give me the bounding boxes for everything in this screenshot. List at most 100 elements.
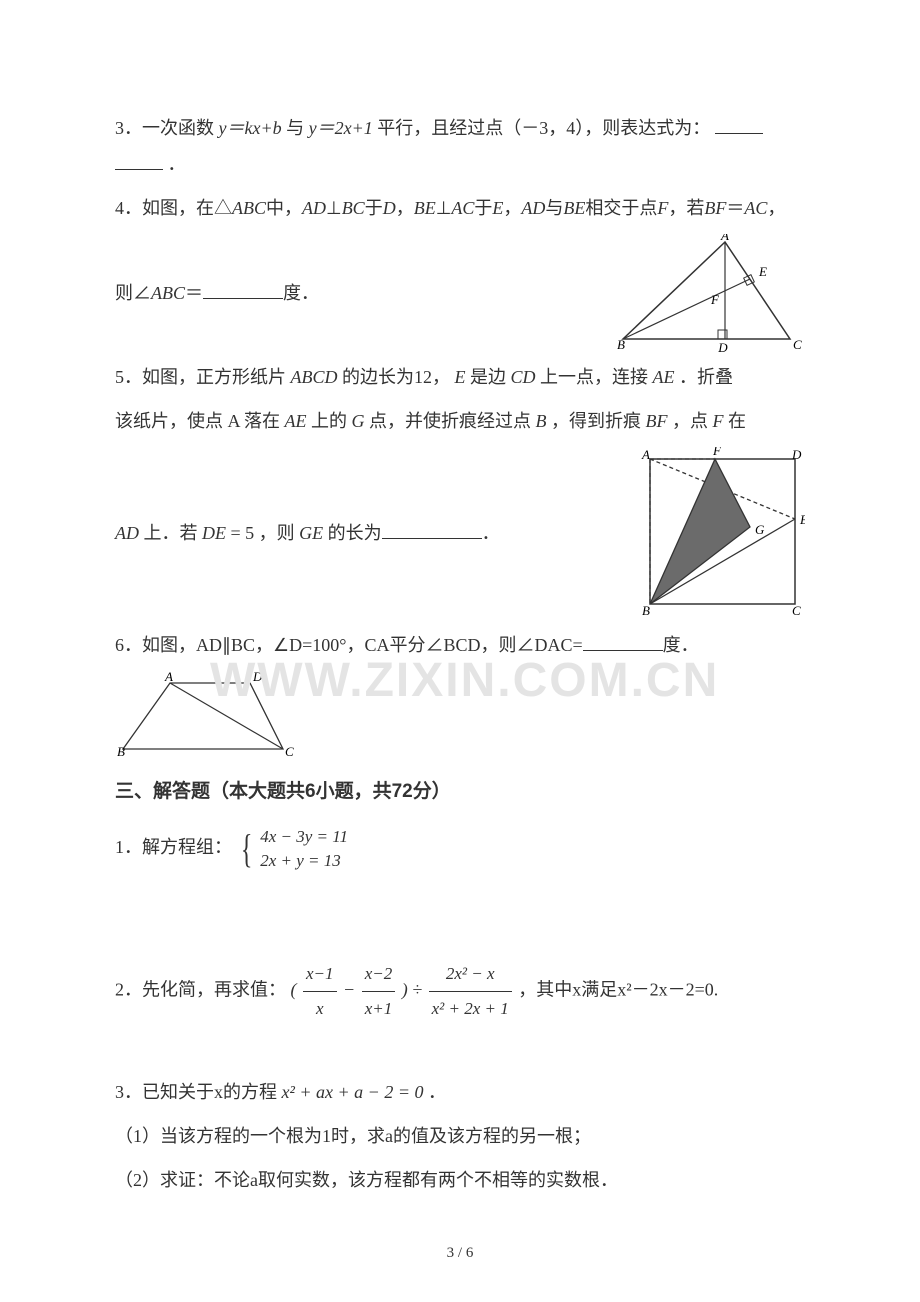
f3d: x² + 2x + 1 <box>429 992 512 1026</box>
q4-d2: ， <box>396 198 414 218</box>
f5-C: C <box>792 603 801 618</box>
div: ÷ <box>412 980 422 1000</box>
question-6: 6．如图，AD∥BC，∠D=100°，CA平分∠BCD，则∠DAC=度． <box>115 627 805 663</box>
q4-row2: 则∠ABC＝度． A B C D E F <box>115 234 805 359</box>
s3-q3-part2: （2）求证：不论a取何实数，该方程都有两个不相等的实数根． <box>115 1162 805 1198</box>
q4-blank <box>203 281 283 299</box>
q4-tri: ABC <box>232 198 266 218</box>
q4-l2b: ＝ <box>185 283 203 303</box>
q5-f: F <box>713 411 724 431</box>
q5-1d: 上一点，连接 <box>536 367 653 387</box>
fig-E: E <box>758 264 767 279</box>
s3-q1: 1．解方程组： { 4x − 3y = 11 2x + y = 13 <box>115 809 805 889</box>
q5-2d: ，得到折痕 <box>547 411 646 431</box>
fig-B: B <box>617 337 625 352</box>
f5-A: A <box>641 447 650 462</box>
q4-c2: 于 <box>474 198 492 218</box>
s3q1-eq1: 4x − 3y = 11 <box>260 827 348 846</box>
q4-h: ， <box>767 198 785 218</box>
q5-b: B <box>536 411 547 431</box>
s3q1-eq2: 2x + y = 13 <box>260 851 341 870</box>
q5-row3: AD 上．若 DE = 5 ，则 GE 的长为． A B C D E F G <box>115 447 805 627</box>
fig-C: C <box>793 337 802 352</box>
q5-g: G <box>352 411 365 431</box>
q5-ad: AD <box>115 523 139 543</box>
lp: ( <box>291 980 297 1000</box>
q4-abc: ABC <box>151 283 185 303</box>
q5-abcd: ABCD <box>291 367 338 387</box>
f5-G: G <box>755 522 765 537</box>
q3-expr2: y＝2x+1 <box>309 118 373 138</box>
q4-e2: 与 <box>545 198 563 218</box>
q5-ge: GE <box>299 523 323 543</box>
q5-2b: 上的 <box>307 411 352 431</box>
q4-eq: ＝ <box>726 198 744 218</box>
q4-a: 4．如图，在△ <box>115 198 232 218</box>
q4-d: D <box>383 198 396 218</box>
q5-ae: AE <box>653 367 675 387</box>
q4-perp1: ⊥ <box>326 198 342 218</box>
q6-figure: A B C D <box>115 671 300 761</box>
q6-text: 6．如图，AD∥BC，∠D=100°，CA平分∠BCD，则∠DAC= <box>115 635 583 655</box>
q5-3e: ． <box>482 523 500 543</box>
f6-A: A <box>164 671 173 684</box>
f2d: x+1 <box>362 992 396 1026</box>
f3n: 2x² − x <box>429 957 512 992</box>
q3-blank-1 <box>715 116 763 134</box>
f1: x−1x <box>303 957 337 1026</box>
f1n: x−1 <box>303 957 337 992</box>
f6-B: B <box>117 744 125 759</box>
question-5-line2: 该纸片，使点 A 落在 AE 上的 G 点，并使折痕经过点 B ，得到折痕 BF… <box>115 403 805 439</box>
q3-text-b: 与 <box>286 118 304 138</box>
f6-C: C <box>285 744 294 759</box>
q3-expr1: y＝kx+b <box>219 118 282 138</box>
q4-perp2: ⊥ <box>436 198 452 218</box>
s3q2-prefix: 2．先化简，再求值： <box>115 980 286 1000</box>
q5-2a: 该纸片，使点 A 落在 <box>115 411 285 431</box>
q4-ad2: AD <box>521 198 545 218</box>
f2: x−2x+1 <box>362 957 396 1026</box>
q5-3b: 上．若 <box>139 523 202 543</box>
brace-icon: { <box>240 809 252 889</box>
fig-F: F <box>710 292 720 307</box>
q5-2c: 点，并使折痕经过点 <box>365 411 536 431</box>
q4-c: 于 <box>365 198 383 218</box>
q3-text-a: 3．一次函数 <box>115 118 214 138</box>
q5-cd: CD <box>511 367 536 387</box>
question-3: 3．一次函数 y＝kx+b 与 y＝2x+1 平行，且经过点（－3，4），则表达… <box>115 110 805 182</box>
q5-1a: 5．如图，正方形纸片 <box>115 367 291 387</box>
section-3-title: 三、解答题（本大题共6小题，共72分） <box>115 776 805 803</box>
q4-d3: ， <box>503 198 521 218</box>
s3-q3-part1: （1）当该方程的一个根为1时，求a的值及该方程的另一根； <box>115 1118 805 1154</box>
q3-text-c: 平行，且经过点（－3，4），则表达式为： <box>377 118 710 138</box>
q4-be2: BE <box>563 198 585 218</box>
q4-ac: AC <box>451 198 474 218</box>
question-4: 4．如图，在△ABC中，AD⊥BC于D，BE⊥AC于E，AD与BE相交于点F，若… <box>115 190 805 226</box>
q4-ff: F <box>657 198 668 218</box>
q5-3c: = 5 ，则 <box>226 523 299 543</box>
q5-2f: 在 <box>724 411 747 431</box>
s3q1-eqs: 4x − 3y = 11 2x + y = 13 <box>260 825 348 873</box>
f5-B: B <box>642 603 650 618</box>
fig-D: D <box>717 340 728 354</box>
q5-1b: 的边长为12， <box>338 367 455 387</box>
q4-e: E <box>492 198 503 218</box>
q4-ad: AD <box>302 198 326 218</box>
f5-E: E <box>799 512 805 527</box>
f6-D: D <box>252 671 263 684</box>
q4-be: BE <box>414 198 436 218</box>
q5-3d: 的长为 <box>323 523 382 543</box>
q5-ae2: AE <box>285 411 307 431</box>
q4-f: 相交于点 <box>585 198 657 218</box>
q5-e: E <box>455 367 466 387</box>
s3q3-1b: ． <box>428 1082 446 1102</box>
s3-q2: 2．先化简，再求值： ( x−1x − x−2x+1 ) ÷ 2x² − xx²… <box>115 957 805 1026</box>
f1d: x <box>303 992 337 1026</box>
s3q3-1a: 3．已知关于x的方程 <box>115 1082 282 1102</box>
q6-fig-wrap: WWW.ZIXIN.COM.CN A B C D <box>115 671 805 766</box>
q4-bf: BF <box>704 198 726 218</box>
q5-de: DE <box>202 523 226 543</box>
minus: − <box>343 980 355 1000</box>
q4-bc: BC <box>342 198 365 218</box>
q4-g: ，若 <box>668 198 704 218</box>
